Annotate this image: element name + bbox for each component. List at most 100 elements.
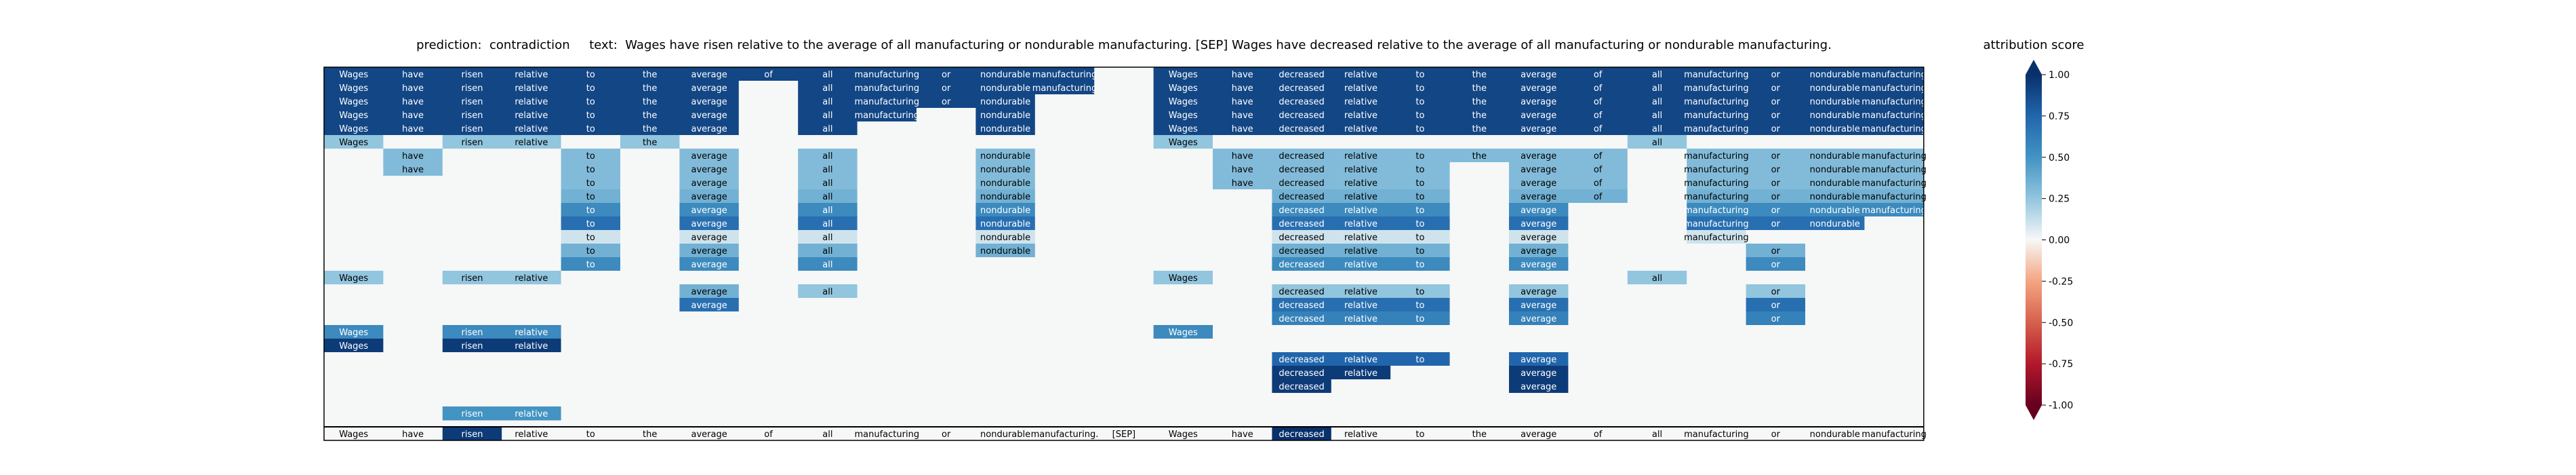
cell-token-label: manufacturing bbox=[855, 111, 920, 121]
cell-token-label: relative bbox=[1344, 287, 1377, 297]
summary-cell bbox=[1094, 427, 1154, 441]
heatmap-cell bbox=[798, 298, 858, 312]
heatmap-cell bbox=[679, 271, 740, 285]
heatmap-cell bbox=[620, 244, 680, 258]
heatmap-cell bbox=[679, 366, 740, 380]
heatmap-cell bbox=[620, 257, 680, 271]
heatmap-cell bbox=[1746, 230, 1806, 244]
cell-token-label: Wages bbox=[1169, 70, 1198, 80]
heatmap-cell bbox=[620, 230, 680, 244]
heatmap-cell bbox=[502, 189, 562, 204]
heatmap-cell bbox=[1568, 189, 1628, 204]
heatmap-cell bbox=[1390, 230, 1451, 244]
heatmap-cell bbox=[1449, 244, 1510, 258]
heatmap-cell bbox=[1331, 271, 1391, 285]
heatmap-cell bbox=[1153, 94, 1213, 109]
heatmap-cell bbox=[561, 393, 621, 407]
heatmap-cell bbox=[1094, 257, 1154, 271]
heatmap-cell bbox=[1272, 189, 1332, 204]
heatmap-cell bbox=[1034, 135, 1095, 149]
heatmap-cell bbox=[1449, 189, 1510, 204]
cell-token-label: nondurable bbox=[980, 219, 1030, 229]
heatmap-cell bbox=[1627, 67, 1687, 81]
cell-token-label: nondurable bbox=[1810, 111, 1860, 121]
cell-token-label: or bbox=[1771, 314, 1781, 324]
heatmap-cell bbox=[975, 121, 1036, 136]
cell-token-label: the bbox=[643, 97, 657, 107]
cell-token-label: relative bbox=[1344, 219, 1377, 229]
cell-token-label: decreased bbox=[1279, 246, 1324, 256]
heatmap-cell bbox=[975, 230, 1036, 244]
heatmap-cell bbox=[1449, 393, 1510, 407]
cell-token-label: decreased bbox=[1279, 151, 1324, 162]
cell-token-label: manufacturing bbox=[1032, 70, 1098, 80]
cell-token-label: manufacturing bbox=[1861, 151, 1927, 162]
heatmap-cell bbox=[917, 366, 976, 380]
heatmap-cell bbox=[857, 393, 917, 407]
heatmap-cell bbox=[324, 189, 384, 204]
heatmap-cell bbox=[1864, 393, 1925, 407]
cell-token-label: the bbox=[643, 138, 657, 148]
cell-token-label: relative bbox=[515, 124, 548, 134]
heatmap-cell bbox=[798, 176, 858, 190]
heatmap-cell bbox=[1627, 311, 1687, 326]
heatmap-cell bbox=[917, 339, 976, 353]
heatmap-cell bbox=[561, 216, 621, 231]
heatmap-cell bbox=[1331, 257, 1391, 271]
heatmap-cell bbox=[1331, 244, 1391, 258]
colorbar-tick-label: 1.00 bbox=[2049, 70, 2070, 81]
summary-token-label: nondurable bbox=[1810, 430, 1860, 440]
heatmap-cell bbox=[1746, 379, 1806, 394]
heatmap-cell bbox=[1390, 203, 1451, 217]
heatmap-cell bbox=[1094, 203, 1154, 217]
heatmap-cell bbox=[975, 339, 1036, 353]
cell-token-label: average bbox=[1521, 260, 1556, 270]
heatmap-cell bbox=[1390, 67, 1451, 81]
heatmap-cell bbox=[1034, 257, 1095, 271]
heatmap-cell bbox=[1687, 176, 1747, 190]
cell-token-label: the bbox=[1472, 111, 1487, 121]
heatmap-cell bbox=[1568, 393, 1628, 407]
heatmap-cell bbox=[1153, 311, 1213, 326]
heatmap-cell bbox=[1449, 67, 1510, 81]
heatmap-cell bbox=[1094, 325, 1154, 339]
heatmap-cell bbox=[1568, 216, 1628, 231]
heatmap-cell bbox=[1331, 298, 1391, 312]
heatmap-cell bbox=[1509, 257, 1569, 271]
heatmap-cell bbox=[1153, 393, 1213, 407]
heatmap-cell bbox=[1627, 339, 1687, 353]
heatmap-cell bbox=[1687, 108, 1747, 122]
heatmap-cell bbox=[1509, 298, 1569, 312]
heatmap-cell bbox=[1272, 162, 1332, 176]
heatmap-cell bbox=[1272, 325, 1332, 339]
heatmap-cell bbox=[1627, 230, 1687, 244]
heatmap-cell bbox=[442, 393, 502, 407]
cell-token-label: decreased bbox=[1279, 287, 1324, 297]
cell-token-label: Wages bbox=[339, 124, 368, 134]
cell-token-label: decreased bbox=[1279, 301, 1324, 311]
heatmap-cell bbox=[324, 162, 384, 176]
cell-token-label: decreased bbox=[1279, 368, 1324, 379]
heatmap-cell bbox=[679, 121, 740, 136]
cell-token-label: average bbox=[691, 301, 727, 311]
heatmap-cell bbox=[1272, 271, 1332, 285]
summary-token-label: of bbox=[764, 430, 773, 440]
heatmap-cell bbox=[442, 135, 502, 149]
colorbar-tick-label: 0.00 bbox=[2049, 235, 2070, 246]
heatmap-cell bbox=[917, 162, 976, 176]
heatmap-cell bbox=[383, 339, 443, 353]
heatmap-cell bbox=[1687, 393, 1747, 407]
heatmap-cell bbox=[1094, 162, 1154, 176]
heatmap-cell bbox=[383, 406, 443, 421]
heatmap-cell bbox=[1627, 94, 1687, 109]
heatmap-cell bbox=[1509, 339, 1569, 353]
heatmap-cell bbox=[738, 352, 799, 366]
heatmap-cell bbox=[1509, 81, 1569, 95]
heatmap-cell bbox=[1034, 162, 1095, 176]
heatmap-cell bbox=[1864, 379, 1925, 394]
summary-token-label: average bbox=[691, 430, 727, 440]
heatmap-cell bbox=[1746, 406, 1806, 421]
heatmap-cell bbox=[1627, 176, 1687, 190]
heatmap-cell bbox=[561, 298, 621, 312]
summary-token-label: decreased bbox=[1279, 430, 1324, 440]
